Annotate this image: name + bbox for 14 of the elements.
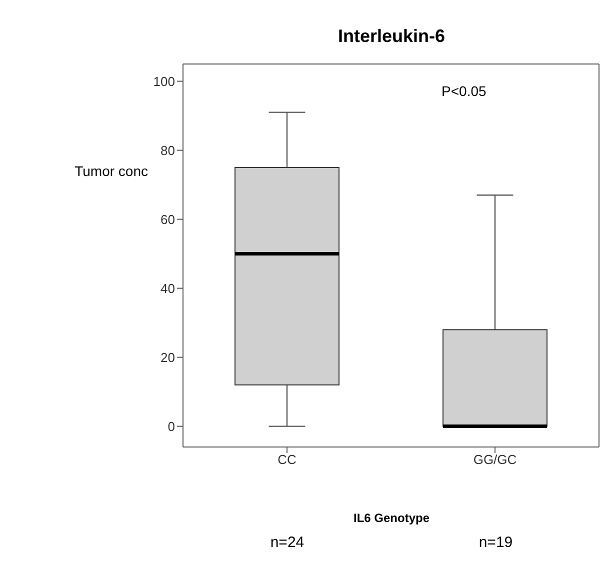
x-tick-label: CC [278, 452, 296, 468]
chart-title: Interleukin-6 [336, 26, 446, 47]
y-tick-label: 0 [168, 418, 175, 434]
y-tick-label: 20 [160, 350, 175, 365]
text: n=24 [269, 534, 306, 551]
x-axis-title: IL6 Genotype [352, 511, 430, 525]
annotation: P<0.05 [442, 83, 486, 99]
y-tick-label: 40 [160, 280, 175, 296]
y-tick-label: 80 [160, 142, 175, 158]
y-tick-label: 60 [160, 212, 175, 227]
text: n=19 [478, 534, 514, 551]
y-axis-title: Tumor conc [74, 163, 148, 179]
y-tick-label: 100 [153, 74, 175, 89]
x-tick-label: GG/GC [473, 452, 517, 468]
